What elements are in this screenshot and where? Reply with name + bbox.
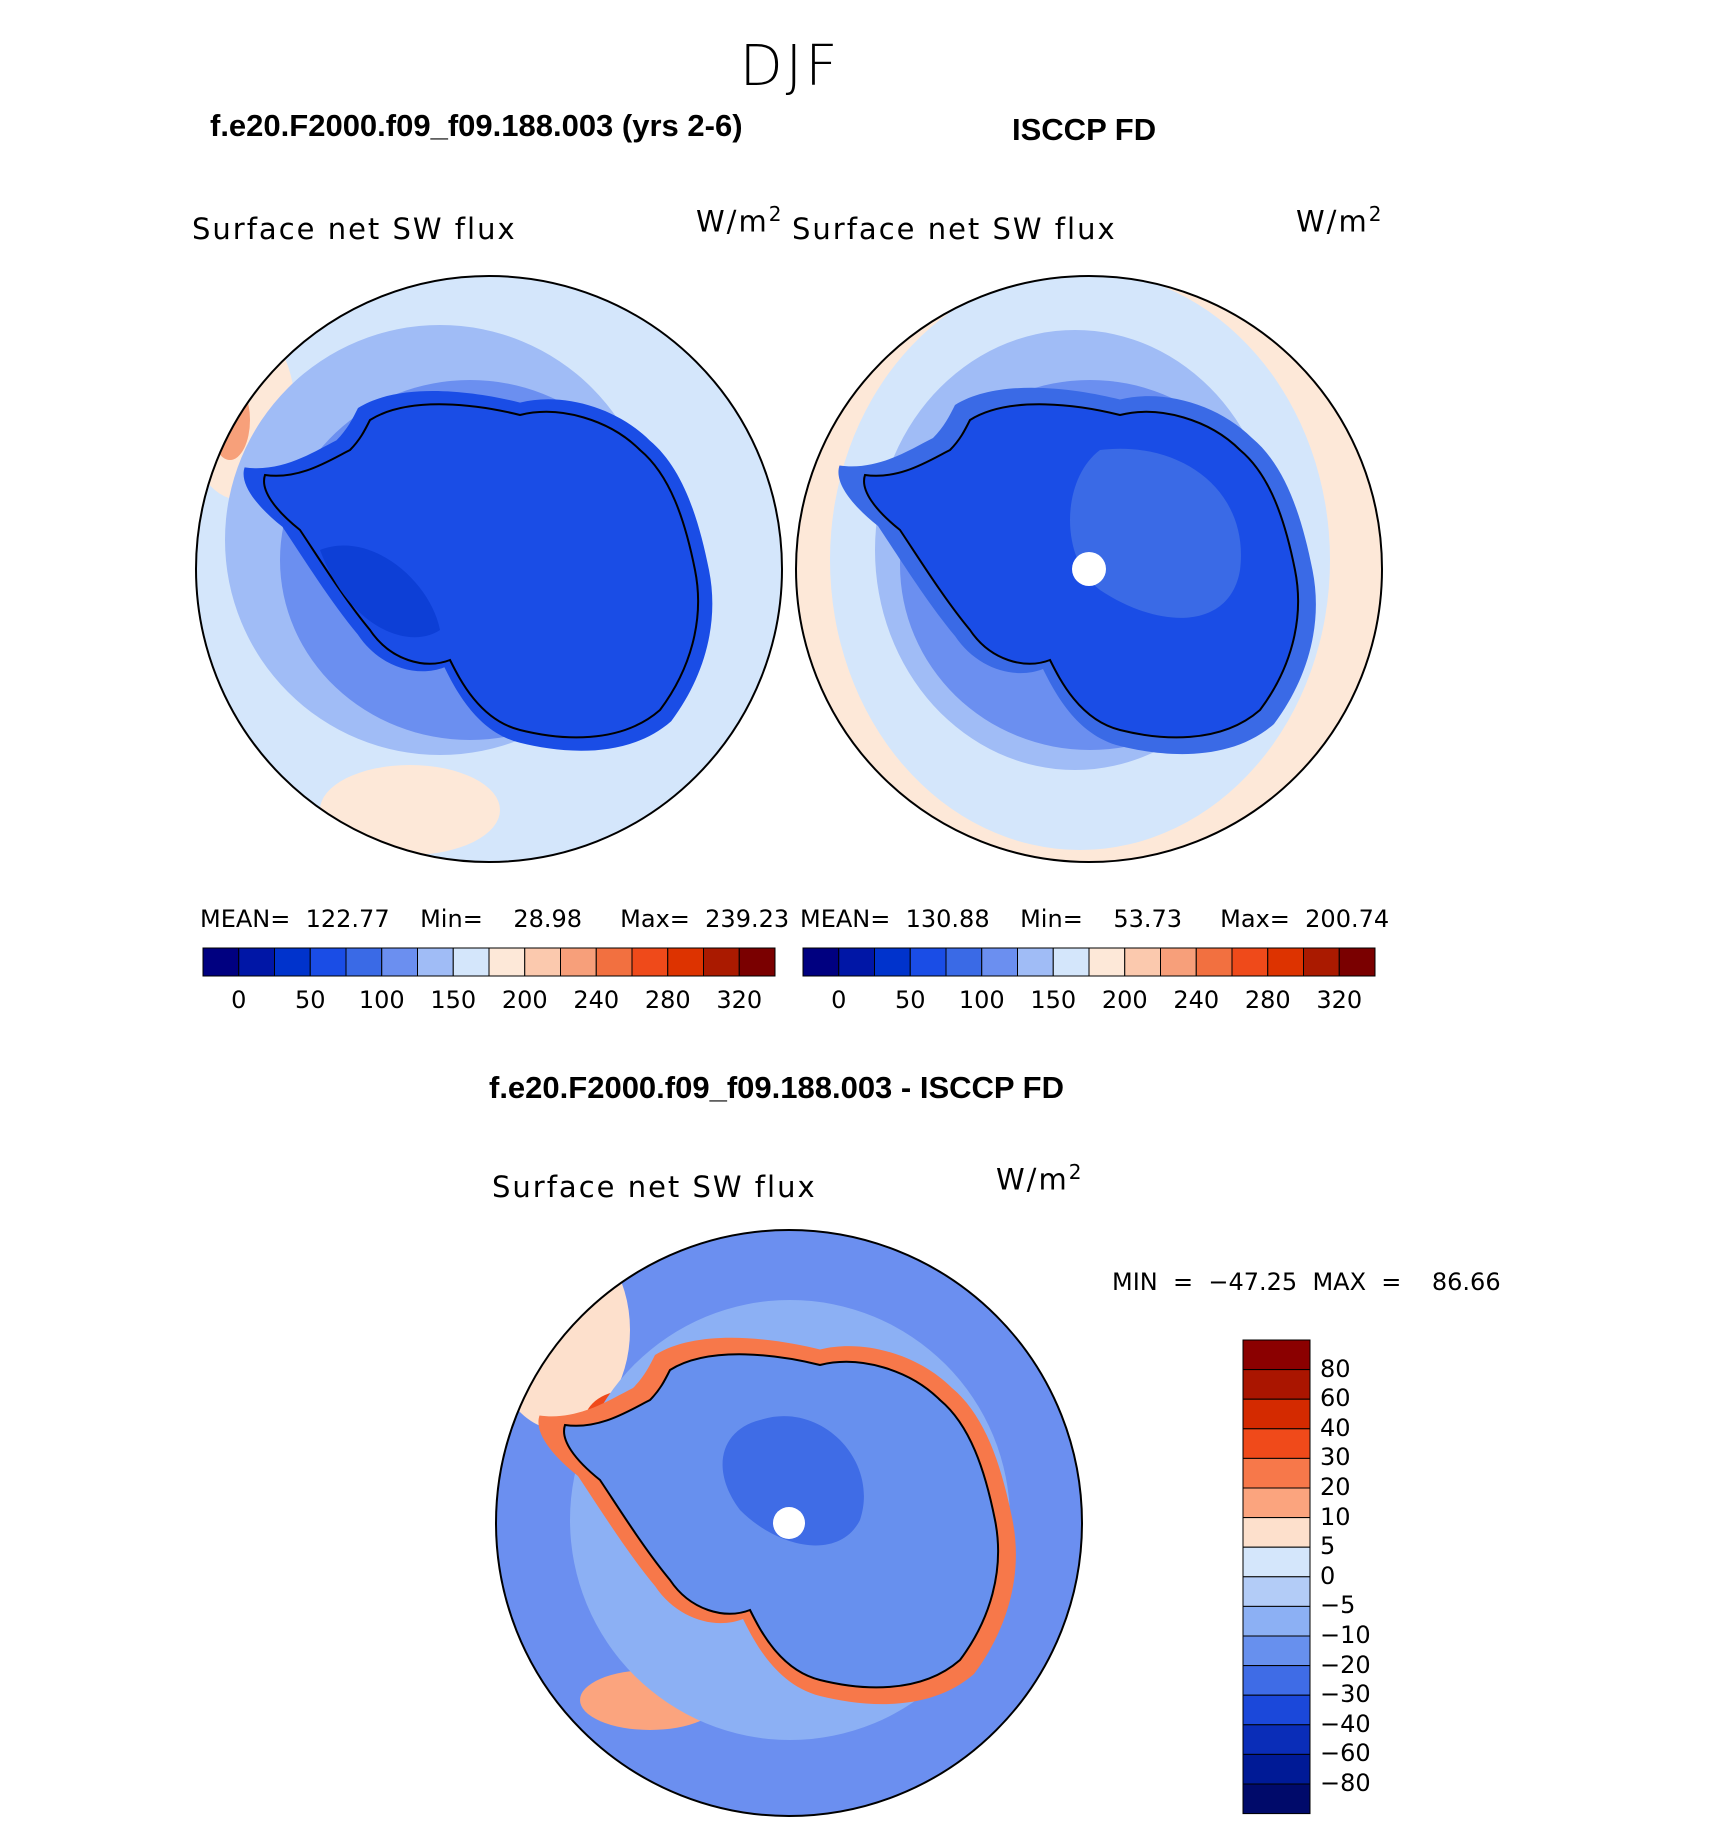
colorbar-swatch	[1017, 947, 1054, 977]
colorbar-tick-label: 50	[894, 986, 926, 1014]
colorbar-swatch	[1242, 1783, 1311, 1815]
colorbar-swatch	[738, 947, 776, 977]
colorbar-swatch	[1242, 1605, 1311, 1637]
colorbar-tick-label: 200	[1101, 986, 1148, 1014]
obs-stats: MEAN= 130.88 Min= 53.73 Max= 200.74	[800, 905, 1390, 933]
colorbar-tick-label: 5	[1320, 1532, 1336, 1561]
difference-colorbar	[1242, 1339, 1311, 1815]
colorbar-swatch	[202, 947, 240, 977]
colorbar-swatch	[667, 947, 704, 977]
colorbar-tick-label: 320	[716, 986, 763, 1014]
colorbar-swatch	[1242, 1457, 1311, 1489]
colorbar-tick-label: 240	[573, 986, 620, 1014]
colorbar-swatch	[1242, 1753, 1311, 1785]
colorbar-swatch	[1052, 947, 1090, 977]
colorbar-tick-label: −60	[1320, 1739, 1371, 1768]
colorbar-tick-label: 280	[1244, 986, 1291, 1014]
colorbar-swatch	[1088, 947, 1126, 977]
colorbar-swatch	[1231, 947, 1269, 977]
colorbar-swatch	[560, 947, 597, 977]
colorbar-tick-label: −10	[1320, 1621, 1371, 1649]
colorbar-swatch	[802, 947, 840, 977]
colorbar-swatch	[309, 947, 347, 977]
colorbar-swatch	[1124, 947, 1161, 977]
colorbar-tick-label: 40	[1320, 1413, 1351, 1442]
colorbar-swatch	[1242, 1398, 1311, 1430]
colorbar-tick-label: 10	[1320, 1502, 1351, 1531]
colorbar-swatch	[238, 947, 275, 977]
colorbar-tick-label: 80	[1320, 1354, 1351, 1383]
colorbar-swatch	[524, 947, 561, 977]
colorbar-tick-label: 150	[430, 986, 477, 1014]
model-units: W/m2	[696, 202, 784, 239]
season-title: DJF	[739, 34, 841, 99]
colorbar-tick-label: 50	[294, 986, 326, 1014]
colorbar-tick-label: −30	[1320, 1680, 1371, 1709]
colorbar-swatch	[1242, 1724, 1311, 1755]
difference-title: f.e20.F2000.f09_f09.188.003 - ISCCP FD	[489, 1070, 1064, 1105]
colorbar-tick-label: −20	[1320, 1650, 1371, 1679]
colorbar-swatch	[631, 947, 669, 977]
colorbar-swatch	[1242, 1428, 1311, 1459]
colorbar-tick-label: 320	[1316, 986, 1363, 1014]
model-stats: MEAN= 122.77 Min= 28.98 Max= 239.23	[200, 905, 790, 933]
difference-map	[495, 1229, 1083, 1817]
obs-colorbar	[802, 947, 1376, 977]
colorbar-swatch	[1160, 947, 1197, 977]
colorbar-swatch	[909, 947, 947, 977]
colorbar-swatch	[452, 947, 490, 977]
colorbar-swatch	[381, 947, 418, 977]
colorbar-tick-label: 20	[1320, 1473, 1351, 1501]
colorbar-swatch	[703, 947, 740, 977]
colorbar-swatch	[1242, 1369, 1311, 1400]
colorbar-swatch	[1242, 1517, 1311, 1548]
obs-case-title: ISCCP FD	[1012, 112, 1157, 147]
obs-variable-label: Surface net SW flux	[792, 212, 1117, 246]
colorbar-swatch	[945, 947, 983, 977]
colorbar-swatch	[1242, 1487, 1311, 1519]
colorbar-tick-label: 100	[958, 986, 1005, 1014]
colorbar-swatch	[1242, 1635, 1311, 1667]
difference-variable-label: Surface net SW flux	[492, 1170, 817, 1204]
colorbar-swatch	[981, 947, 1018, 977]
colorbar-swatch	[1303, 947, 1340, 977]
colorbar-tick-label: −5	[1320, 1591, 1356, 1620]
colorbar-swatch	[417, 947, 454, 977]
difference-units: W/m2	[996, 1160, 1084, 1197]
colorbar-tick-label: 0	[1320, 1561, 1336, 1590]
colorbar-swatch	[874, 947, 911, 977]
obs-map	[795, 275, 1383, 863]
colorbar-tick-label: 30	[1320, 1443, 1351, 1472]
colorbar-swatch	[1338, 947, 1376, 977]
colorbar-swatch	[1242, 1546, 1311, 1578]
colorbar-tick-label: 0	[831, 986, 847, 1014]
model-case-title: f.e20.F2000.f09_f09.188.003 (yrs 2-6)	[210, 108, 743, 143]
obs-units: W/m2	[1296, 202, 1384, 239]
colorbar-swatch	[1242, 1694, 1311, 1726]
model-colorbar	[202, 947, 776, 977]
colorbar-swatch	[1195, 947, 1233, 977]
colorbar-tick-label: 240	[1173, 986, 1220, 1014]
colorbar-tick-label: 0	[231, 986, 247, 1014]
colorbar-swatch	[1242, 1665, 1311, 1696]
colorbar-tick-label: −40	[1320, 1709, 1371, 1738]
colorbar-tick-label: 60	[1320, 1384, 1351, 1413]
colorbar-swatch	[1267, 947, 1304, 977]
colorbar-swatch	[1242, 1339, 1311, 1371]
model-variable-label: Surface net SW flux	[192, 212, 517, 246]
colorbar-tick-label: 280	[644, 986, 691, 1014]
colorbar-swatch	[345, 947, 383, 977]
colorbar-tick-label: −80	[1320, 1769, 1371, 1797]
difference-stats: MIN = −47.25 MAX = 86.66	[1112, 1268, 1501, 1296]
colorbar-swatch	[274, 947, 311, 977]
colorbar-tick-label: 200	[501, 986, 548, 1014]
model-map	[195, 275, 783, 863]
colorbar-swatch	[595, 947, 633, 977]
colorbar-swatch	[1242, 1576, 1311, 1607]
colorbar-swatch	[488, 947, 526, 977]
colorbar-tick-label: 150	[1030, 986, 1077, 1014]
colorbar-swatch	[838, 947, 875, 977]
colorbar-tick-label: 100	[358, 986, 405, 1014]
